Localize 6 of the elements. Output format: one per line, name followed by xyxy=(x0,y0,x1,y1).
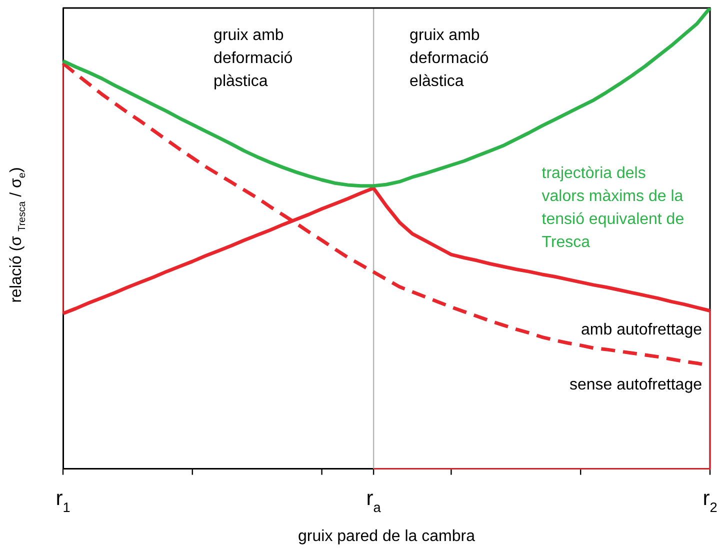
annotation: gruix amb deformació plàstica xyxy=(214,27,293,90)
x-axis-title: gruix pared de la cambra xyxy=(298,528,476,545)
series-label: amb autofrettage xyxy=(581,322,702,339)
series-label: sense autofrettage xyxy=(569,376,702,394)
text: trajectòria dels valors màxims de la tensió equivalent de Tresca xyxy=(542,164,684,251)
annotation: gruix amb deformació elàstica xyxy=(410,27,489,90)
